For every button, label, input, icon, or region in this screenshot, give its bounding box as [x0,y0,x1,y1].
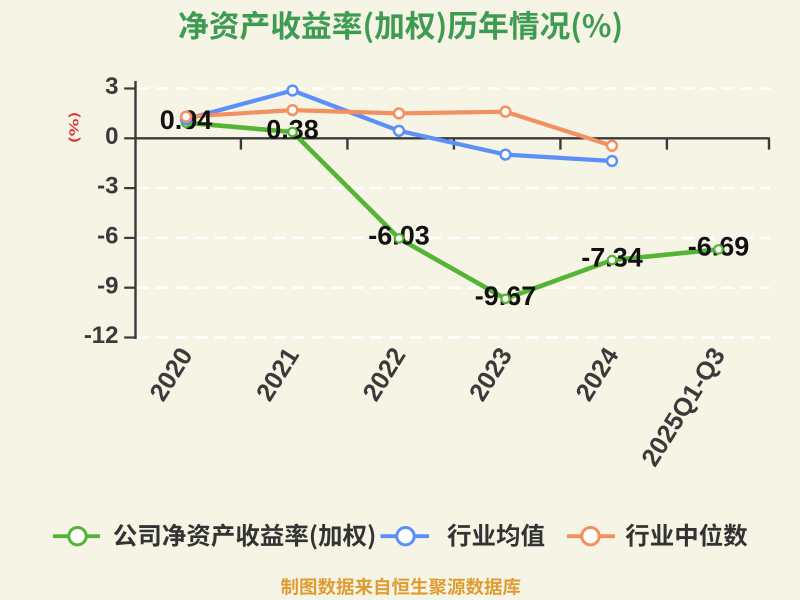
svg-text:3: 3 [105,73,118,100]
svg-text:-12: -12 [84,322,119,349]
svg-text:-9: -9 [97,272,118,299]
svg-text:-3: -3 [97,173,118,200]
svg-text:-6: -6 [97,223,118,250]
svg-text:0: 0 [105,123,118,150]
